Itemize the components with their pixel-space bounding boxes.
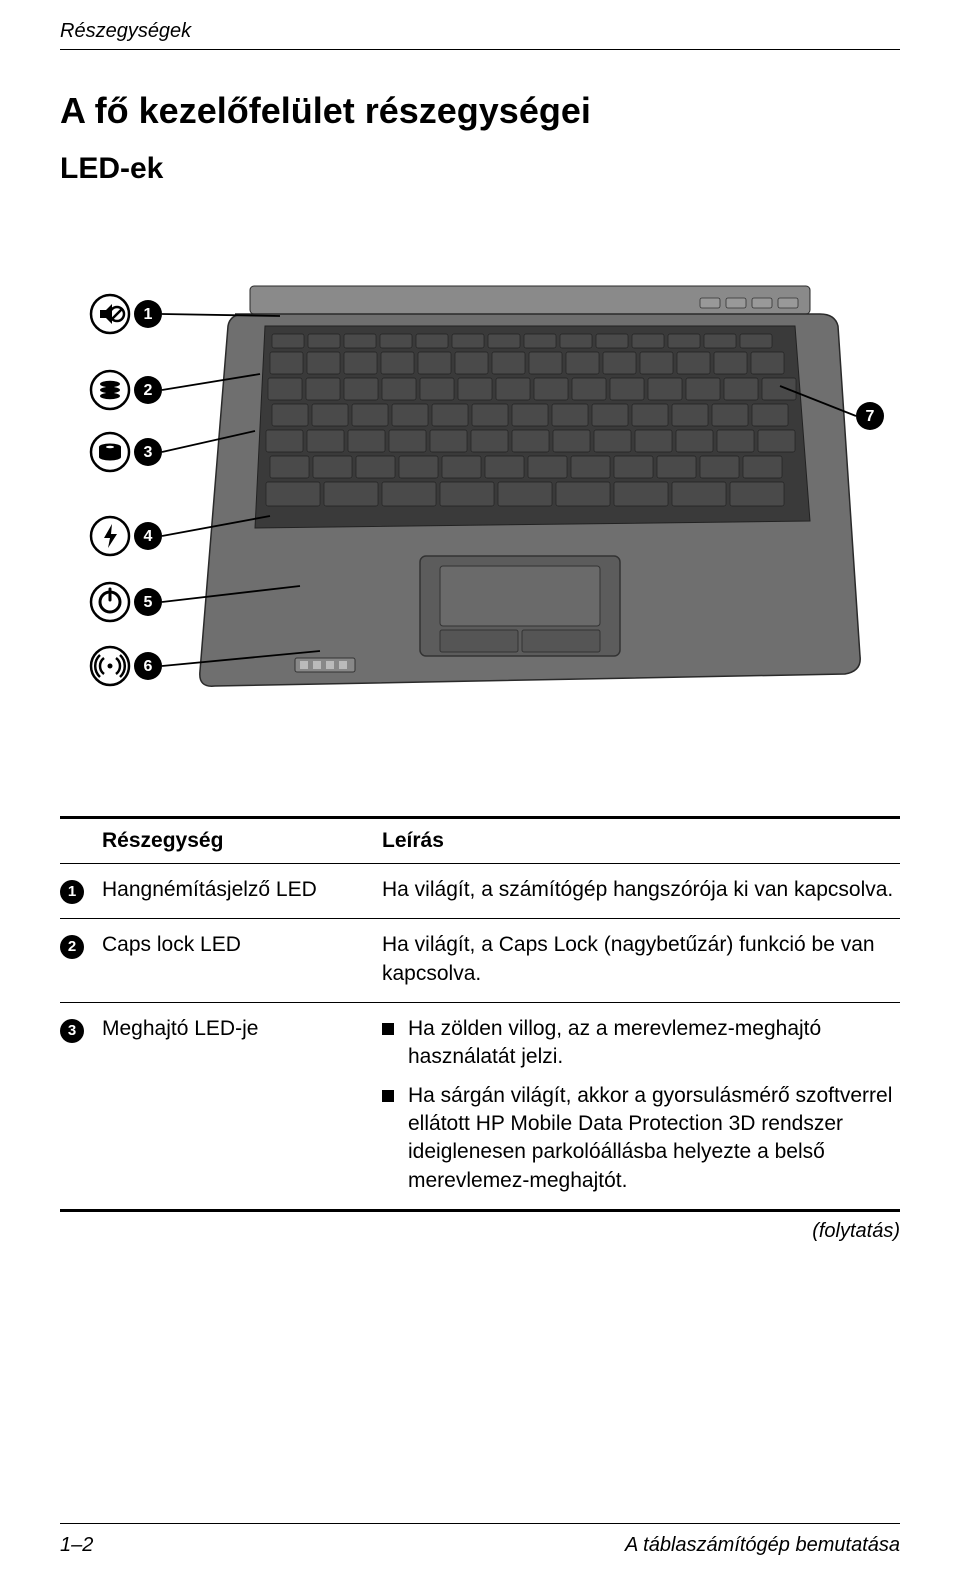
component-name: Caps lock LED bbox=[102, 931, 382, 988]
svg-text:7: 7 bbox=[866, 408, 875, 425]
component-table: Részegység Leírás 1Hangnémításjelző LEDH… bbox=[60, 816, 900, 1243]
bullet-text: Ha sárgán világít, akkor a gyorsulásmérő… bbox=[408, 1082, 900, 1195]
table-header-row: Részegység Leírás bbox=[60, 819, 900, 863]
component-name: Meghajtó LED-je bbox=[102, 1015, 382, 1195]
svg-text:2: 2 bbox=[144, 382, 153, 399]
svg-text:5: 5 bbox=[144, 594, 153, 611]
header-rule bbox=[60, 49, 900, 50]
row-number-badge: 3 bbox=[60, 1019, 84, 1043]
main-heading: A fő kezelőfelület részegységei bbox=[60, 90, 900, 132]
component-description: Ha világít, a Caps Lock (nagybetűzár) fu… bbox=[382, 931, 900, 988]
row-number-badge: 1 bbox=[60, 880, 84, 904]
section-header: Részegységek bbox=[60, 20, 900, 43]
page-number: 1–2 bbox=[60, 1534, 93, 1557]
header-component: Részegység bbox=[102, 829, 382, 853]
header-description: Leírás bbox=[382, 829, 900, 853]
bullet-square-icon bbox=[382, 1090, 394, 1102]
continuation-label: (folytatás) bbox=[60, 1220, 900, 1243]
svg-text:1: 1 bbox=[144, 306, 153, 323]
bullet-square-icon bbox=[382, 1023, 394, 1035]
component-description: Ha zölden villog, az a merevlemez-meghaj… bbox=[382, 1015, 900, 1195]
page-footer: 1–2 A táblaszámítógép bemutatása bbox=[60, 1523, 900, 1557]
svg-text:4: 4 bbox=[144, 528, 153, 545]
svg-text:3: 3 bbox=[144, 444, 153, 461]
bullet-text: Ha zölden villog, az a merevlemez-meghaj… bbox=[408, 1015, 900, 1072]
bullet-item: Ha zölden villog, az a merevlemez-meghaj… bbox=[382, 1015, 900, 1072]
table-row: 1 Hangnémításjelző LEDHa világít, a számí… bbox=[60, 864, 900, 918]
bullet-item: Ha sárgán világít, akkor a gyorsulásmérő… bbox=[382, 1082, 900, 1195]
laptop-diagram: 1 2 3 4 5 6 7 bbox=[60, 216, 900, 776]
svg-text:6: 6 bbox=[144, 658, 153, 675]
table-row: 2 Caps lock LEDHa világít, a Caps Lock (n… bbox=[60, 919, 900, 1002]
component-name: Hangnémításjelző LED bbox=[102, 876, 382, 904]
footer-rule bbox=[60, 1523, 900, 1524]
sub-heading: LED-ek bbox=[60, 152, 900, 186]
table-row: 3 Meghajtó LED-je Ha zölden villog, az a m… bbox=[60, 1003, 900, 1209]
row-number-badge: 2 bbox=[60, 935, 84, 959]
doc-title: A táblaszámítógép bemutatása bbox=[625, 1534, 900, 1557]
component-description: Ha világít, a számítógép hangszórója ki … bbox=[382, 876, 900, 904]
table-bottom-rule bbox=[60, 1209, 900, 1212]
